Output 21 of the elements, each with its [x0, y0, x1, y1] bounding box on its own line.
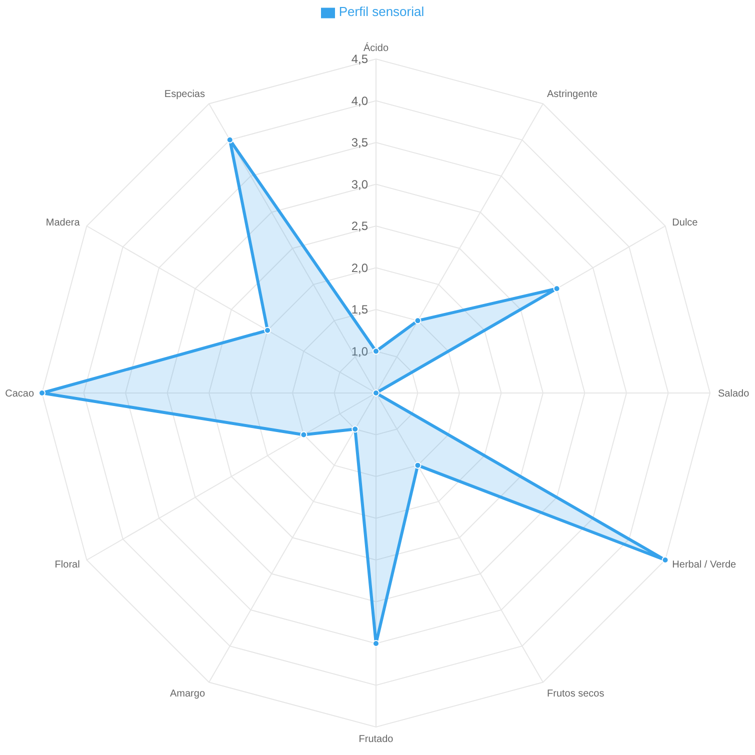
spoke-label: Cacao: [5, 388, 34, 400]
spoke-label: Floral: [54, 560, 80, 571]
spoke-label: Salado: [718, 388, 750, 400]
spoke-label: Dulce: [672, 218, 698, 229]
spoke-label: Frutado: [358, 734, 394, 746]
spoke-label: Herbal / Verde: [672, 560, 737, 571]
y-tick-label: 3,0: [351, 177, 368, 192]
y-tick-label: 3,5: [351, 136, 368, 150]
spoke-label: Ácido: [363, 42, 389, 54]
spoke-label: Astringente: [547, 88, 598, 100]
spoke-label: Especias: [164, 88, 205, 100]
spoke-label: Madera: [46, 218, 80, 229]
y-tick-label: 4,0: [351, 94, 368, 108]
spoke-label: Amargo: [170, 688, 206, 700]
spoke-label: Frutos secos: [547, 688, 604, 700]
y-tick-label: 2,5: [351, 219, 368, 233]
y-tick-label: 1,5: [351, 302, 368, 316]
y-tick-label: 4,5: [351, 52, 368, 66]
legend-label: Perfil sensorial: [338, 4, 424, 19]
y-tick-label: 1,0: [351, 344, 368, 358]
y-tick-label: 2,0: [351, 260, 368, 275]
